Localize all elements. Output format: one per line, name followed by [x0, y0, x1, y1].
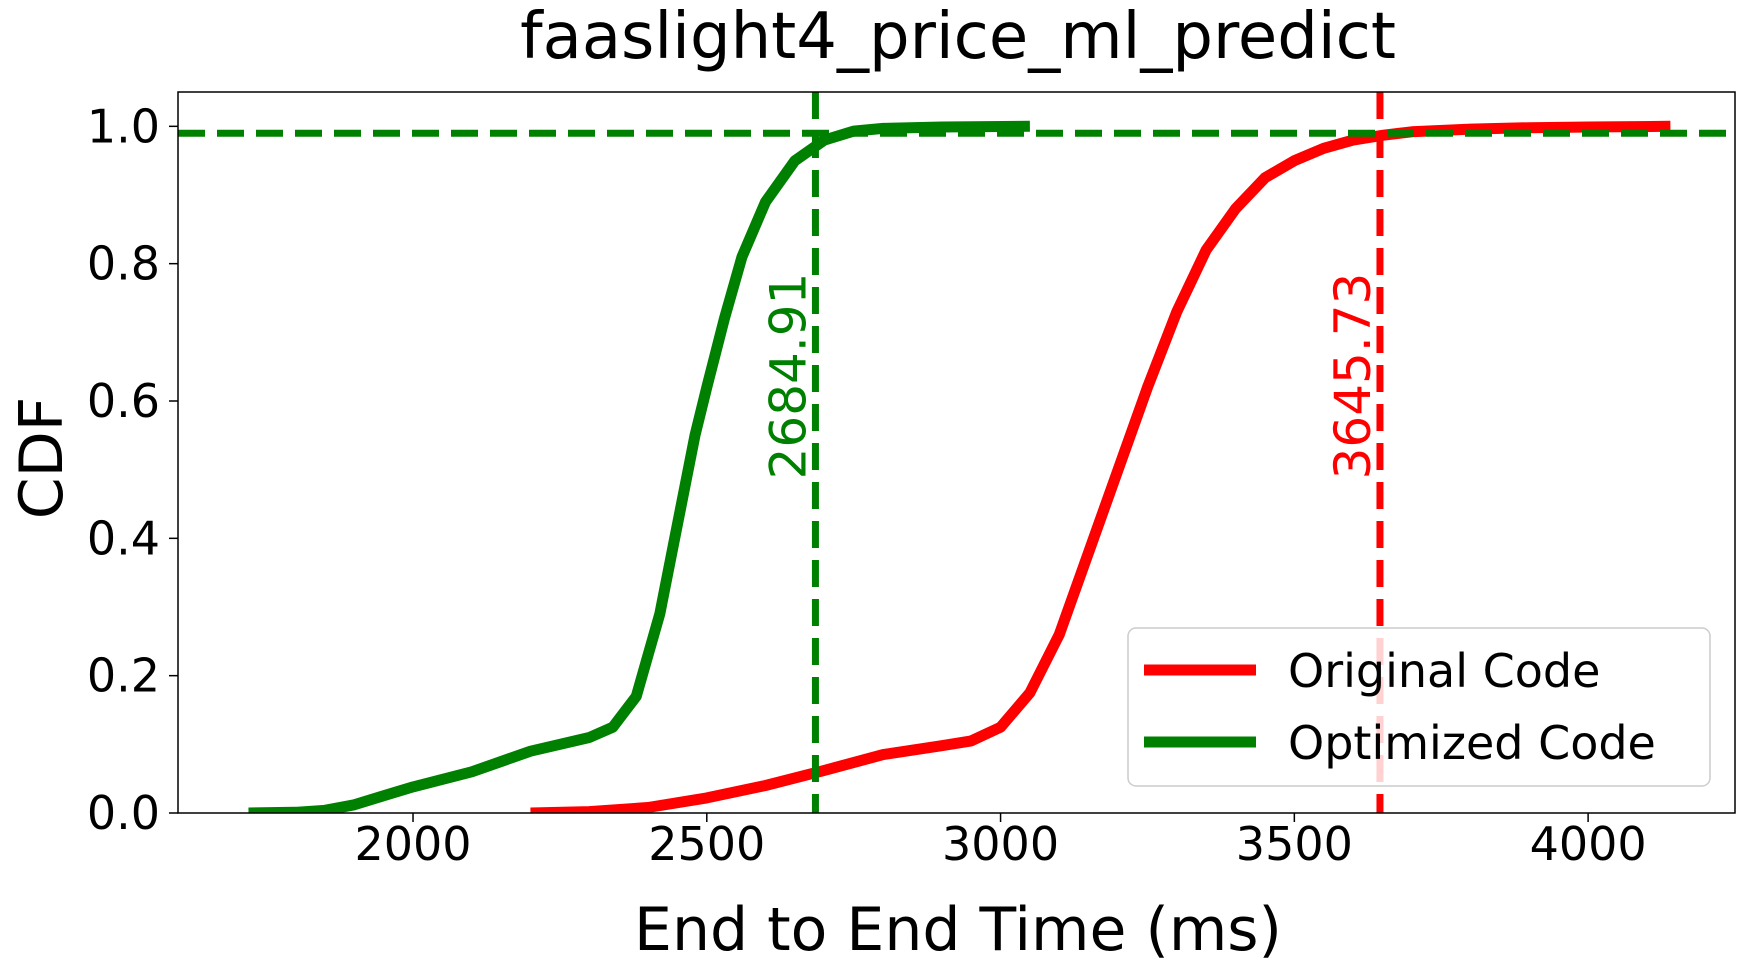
percentile-label-0: 2684.91: [759, 273, 817, 480]
axes-frame: [177, 91, 1736, 814]
y-tick-label-4: 0.8: [87, 237, 160, 291]
legend-label-0: Original Code: [1288, 644, 1600, 698]
x-tick-label-4: 4000: [1530, 817, 1647, 871]
y-tick-label-1: 0.2: [87, 649, 160, 703]
x-tick-label-0: 2000: [354, 817, 471, 871]
y-tick-label-3: 0.6: [87, 374, 160, 428]
x-tick-label-2: 3000: [942, 817, 1059, 871]
y-tick-label-0: 0.0: [87, 786, 160, 840]
chart-title: faaslight4_price_ml_predict: [520, 0, 1396, 74]
x-tick-label-3: 3500: [1236, 817, 1353, 871]
x-tick-label-1: 2500: [648, 817, 765, 871]
series-line-1: [248, 120, 1030, 813]
legend-label-1: Optimized Code: [1288, 716, 1656, 770]
y-axis-label: CDF: [7, 397, 77, 520]
plot-area: 2684.91 3645.73 2000 2500 3000 3500 4000 0.0 0.2…: [87, 91, 1736, 871]
legend-box: [1127, 627, 1711, 787]
x-axis-label: End to End Time (ms): [634, 895, 1282, 965]
y-tick-label-2: 0.4: [87, 511, 160, 565]
percentile-label-1: 3645.73: [1324, 273, 1382, 480]
y-tick-label-5: 1.0: [87, 99, 160, 153]
